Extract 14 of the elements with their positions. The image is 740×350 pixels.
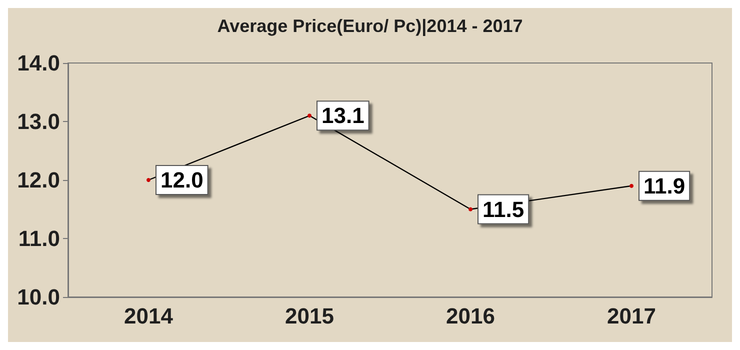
data-label: 13.1 — [322, 103, 364, 128]
y-tick-label: 13.0 — [17, 109, 60, 134]
y-tick-label: 11.0 — [18, 226, 60, 251]
x-tick-label: 2014 — [124, 304, 174, 328]
chart-title: Average Price(Euro/ Pc)|2014 - 2017 — [217, 16, 523, 36]
x-tick-label: 2015 — [285, 304, 334, 328]
y-tick-label: 10.0 — [17, 284, 60, 310]
x-tick-label: 2016 — [446, 304, 495, 328]
y-tick-label: 12.0 — [17, 168, 60, 192]
x-tick-label: 2017 — [607, 304, 656, 328]
data-label: 11.5 — [482, 196, 524, 222]
data-label: 12.0 — [160, 168, 204, 192]
y-tick-label: 14.0 — [17, 50, 60, 76]
data-label: 11.9 — [644, 173, 686, 198]
